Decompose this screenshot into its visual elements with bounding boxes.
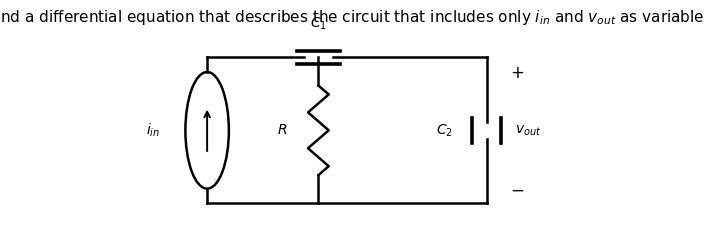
Text: Find a differential equation that describes the circuit that includes only $i_{i: Find a differential equation that descri… [0, 8, 704, 27]
Text: $R$: $R$ [277, 123, 287, 137]
Text: +: + [510, 64, 524, 82]
Text: $C_2$: $C_2$ [436, 122, 453, 138]
Text: $-$: $-$ [510, 181, 524, 199]
Text: $i_{in}$: $i_{in}$ [146, 122, 161, 139]
Text: $C_1$: $C_1$ [310, 16, 327, 32]
Text: $v_{out}$: $v_{out}$ [515, 123, 541, 138]
